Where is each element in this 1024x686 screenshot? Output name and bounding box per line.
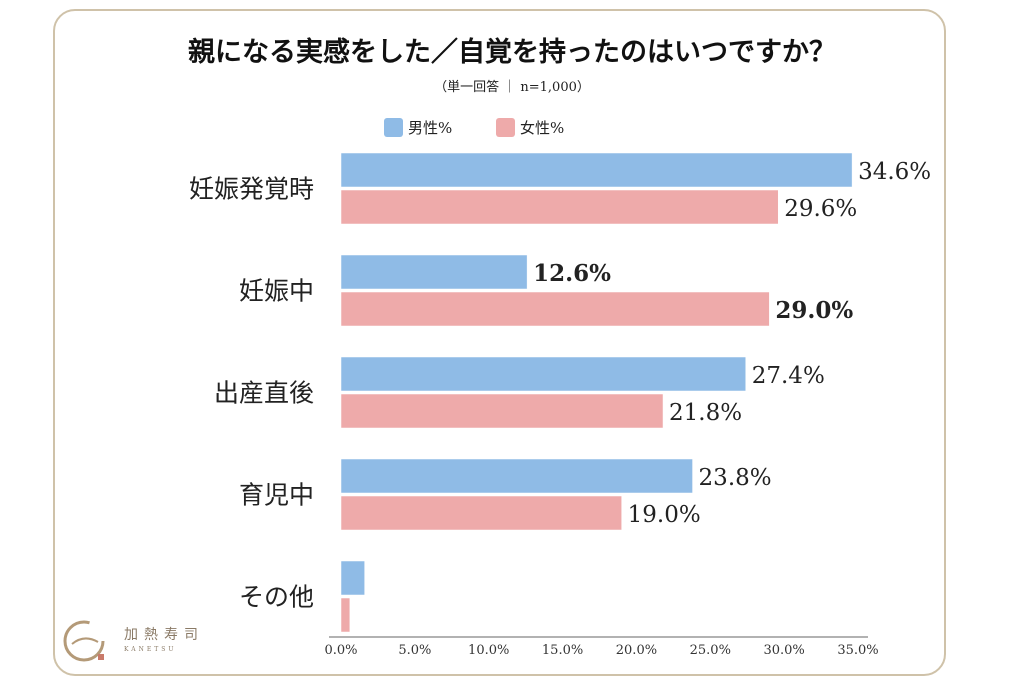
x-tick-label: 5.0% [398,643,431,658]
legend-female: 女性% [496,117,564,137]
bar-female [340,495,622,531]
bar-male [340,356,746,392]
x-tick-label: 15.0% [542,643,583,658]
bar-female [340,597,351,633]
chart-title: 親になる実感をした／自覚を持ったのはいつですか？ [188,37,836,68]
brand-sub: KANETSU [124,646,177,653]
brand-name: 加熱寿司 [124,627,204,643]
data-label: 29.0% [775,297,853,324]
x-tick-label: 20.0% [616,643,657,658]
x-tick-label: 30.0% [763,643,804,658]
data-label: 29.6% [784,196,857,222]
legend-male-swatch [384,117,403,137]
chart-subtitle: （単一回答 ｜ n=1,000） [434,80,590,95]
bar-male [340,152,853,188]
legend-female-swatch [496,117,515,137]
category-label: 育児中 [239,481,314,510]
legend-female-label: 女性% [520,118,565,137]
bar-male [340,254,528,290]
legend-male: 男性% [384,117,452,137]
card-frame [53,9,946,676]
category-label: 妊娠発覚時 [189,175,314,204]
bar-female [340,291,770,327]
data-label: 27.4% [752,363,825,389]
data-label: 23.8% [699,465,772,491]
data-label: 19.0% [628,502,701,528]
bar-male [340,560,365,596]
kanetsu-logo-icon [63,620,105,662]
data-label: 21.8% [669,400,742,426]
x-tick-label: 25.0% [690,643,731,658]
x-tick-label: 0.0% [324,643,357,658]
data-label: 34.6% [858,159,931,185]
bar-female [340,393,664,429]
category-label: 妊娠中 [239,277,314,306]
data-label: 12.6% [533,260,611,287]
x-tick-label: 10.0% [468,643,509,658]
category-label: 出産直後 [214,379,314,408]
bar-male [340,458,693,494]
category-label: その他 [239,583,314,612]
x-tick-label: 35.0% [837,643,878,658]
legend-male-label: 男性% [408,118,453,137]
bar-female [340,189,779,225]
